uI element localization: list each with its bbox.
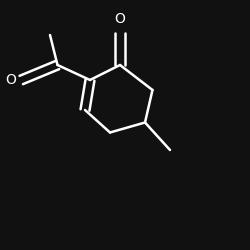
Text: O: O [6, 73, 16, 87]
Text: O: O [114, 12, 126, 26]
